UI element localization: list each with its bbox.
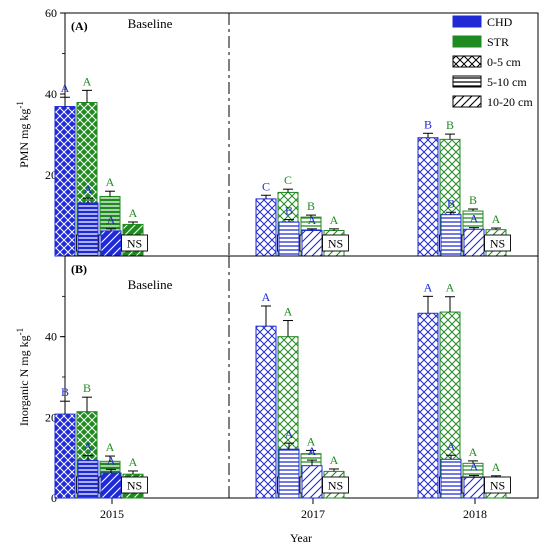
significance-letter: B xyxy=(307,199,315,213)
bar-2017-chd-0 xyxy=(255,198,277,257)
y-axis-title: Inorganic N mg kg-1 xyxy=(15,328,31,426)
panel-b: 0 20 40 Inorganic N mg kg-1 (B) Baseline BB NS A… xyxy=(15,255,539,505)
significance-letter: A xyxy=(307,434,316,448)
significance-letter: B xyxy=(61,385,69,399)
significance-letter: C xyxy=(284,173,292,187)
significance-letter: A xyxy=(129,206,138,220)
legend-swatch-2 xyxy=(452,55,482,68)
y-tick-label: 20 xyxy=(45,168,57,182)
legend-label-0: CHD xyxy=(487,15,513,29)
significance-letter: A xyxy=(107,213,116,227)
significance-letter: A xyxy=(330,213,339,227)
bar-2017-chd-1 xyxy=(278,448,300,499)
bar-2018-chd-0 xyxy=(417,312,439,499)
legend-label-3: 5-10 cm xyxy=(487,75,527,89)
significance-letter: A xyxy=(284,305,293,319)
significance-letter: A xyxy=(84,182,93,196)
significance-letter: A xyxy=(446,281,455,295)
ns-label: NS xyxy=(328,237,343,251)
ns-label: NS xyxy=(490,479,505,493)
ns-label: NS xyxy=(127,237,142,251)
legend-swatch-3 xyxy=(452,75,482,88)
significance-letter: A xyxy=(84,440,93,454)
bar-2017-chd-1 xyxy=(278,221,300,257)
bar-2017-chd-0 xyxy=(255,325,277,499)
legend-swatch-0 xyxy=(452,15,482,28)
x-tick-label-2017: 2017 xyxy=(301,507,325,521)
significance-letter: B xyxy=(83,381,91,395)
y-tick-label: 0 xyxy=(51,491,57,505)
ns-label: NS xyxy=(490,237,505,251)
significance-letter: A xyxy=(308,444,317,458)
baseline-label: Baseline xyxy=(128,277,173,292)
significance-letter: A xyxy=(330,453,339,467)
significance-letter: A xyxy=(492,460,501,474)
y-tick-label: 40 xyxy=(45,330,57,344)
ns-box xyxy=(484,234,511,252)
bar-2015-chd-0 xyxy=(54,413,76,499)
significance-letter: B xyxy=(469,193,477,207)
significance-letter: A xyxy=(107,453,116,467)
significance-letter: A xyxy=(308,213,317,227)
ns-box xyxy=(121,476,148,494)
significance-letter: A xyxy=(106,440,115,454)
bar-2018-chd-2 xyxy=(463,476,485,499)
significance-letter: A xyxy=(61,81,70,95)
ns-box xyxy=(484,476,511,494)
significance-letter: A xyxy=(492,212,501,226)
significance-letter: B xyxy=(424,117,432,131)
significance-letter: A xyxy=(447,439,456,453)
bar-2015-chd-1 xyxy=(77,202,99,257)
bar-2015-chd-1 xyxy=(77,459,99,499)
x-tick-label-2015: 2015 xyxy=(100,507,124,521)
y-tick-label: 20 xyxy=(45,410,57,424)
significance-letter: B xyxy=(285,204,293,218)
significance-letter: A xyxy=(262,290,271,304)
significance-letter: A xyxy=(106,175,115,189)
baseline-label: Baseline xyxy=(128,16,173,31)
y-axis-title: PMN mg kg-1 xyxy=(15,101,31,168)
significance-letter: A xyxy=(469,445,478,459)
legend-label-4: 10-20 cm xyxy=(487,95,533,109)
panel-label: (B) xyxy=(71,262,87,276)
bar-2018-chd-1 xyxy=(440,214,462,257)
y-tick-label: 60 xyxy=(45,6,57,20)
significance-letter: A xyxy=(129,455,138,469)
significance-letter: B xyxy=(446,118,454,132)
bar-2015-chd-0 xyxy=(54,106,76,257)
bar-2018-chd-2 xyxy=(463,228,485,257)
legend: CHD STR 0-5 cm 5-10 cm 10-20 cm xyxy=(452,15,533,109)
significance-letter: B xyxy=(447,196,455,210)
x-tick-label-2018: 2018 xyxy=(463,507,487,521)
significance-letter: C xyxy=(262,179,270,193)
ns-box xyxy=(322,234,349,252)
ns-label: NS xyxy=(328,479,343,493)
bar-2018-chd-1 xyxy=(440,458,462,499)
ns-label: NS xyxy=(127,479,142,493)
bar-2015-chd-2 xyxy=(100,230,122,257)
legend-label-1: STR xyxy=(487,35,509,49)
x-axis-title: Year xyxy=(290,531,312,545)
ns-box xyxy=(322,476,349,494)
panel-label: (A) xyxy=(71,19,88,33)
legend-label-2: 0-5 cm xyxy=(487,55,521,69)
bar-2018-chd-0 xyxy=(417,137,439,257)
significance-letter: A xyxy=(424,280,433,294)
significance-letter: A xyxy=(470,459,479,473)
bar-2017-chd-2 xyxy=(301,465,323,499)
bar-2015-chd-2 xyxy=(100,472,122,499)
significance-letter: A xyxy=(470,212,479,226)
significance-letter: A xyxy=(285,427,294,441)
significance-letter: A xyxy=(83,74,92,88)
ns-box xyxy=(121,234,148,252)
y-tick-label: 40 xyxy=(45,87,57,101)
legend-swatch-4 xyxy=(452,95,482,108)
bar-2017-chd-2 xyxy=(301,229,323,257)
legend-swatch-1 xyxy=(452,35,482,48)
